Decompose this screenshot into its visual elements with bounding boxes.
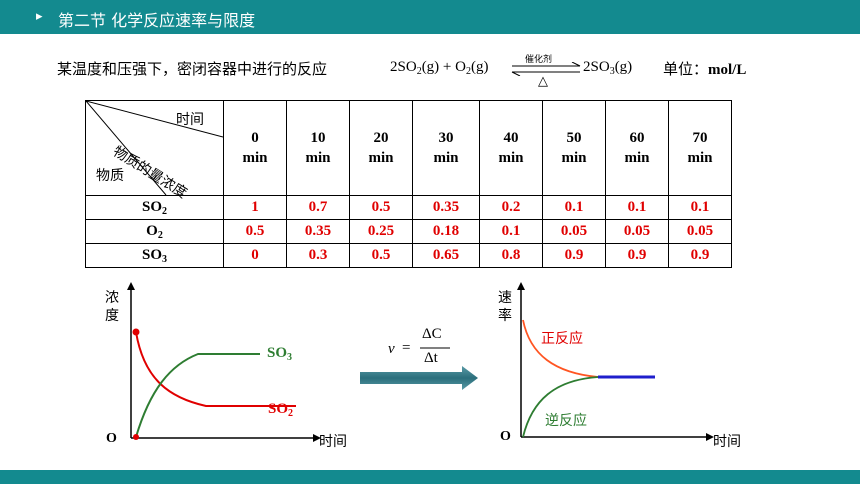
intro-text: 某温度和压强下，密闭容器中进行的反应 <box>57 60 328 78</box>
rate-chart <box>517 282 714 441</box>
formula-eq: = <box>402 340 411 356</box>
formula-numerator: ΔC <box>422 326 442 342</box>
table-cell: 0.9 <box>605 243 669 268</box>
so2-label: SO2 <box>268 401 294 419</box>
corner-substance-label: 物质 <box>96 168 124 184</box>
equation-reactants: 2SO2(g) + O2(g) <box>390 59 489 77</box>
row-substance: SO3 <box>85 243 224 268</box>
table-cell: 0.05 <box>605 219 669 244</box>
concentration-chart <box>127 282 321 442</box>
row-substance: SO2 <box>85 195 224 220</box>
col-header: 30 min <box>412 100 480 196</box>
formula-v: v <box>388 341 395 357</box>
forward-label: 正反应 <box>541 331 583 347</box>
col-header: 10 min <box>286 100 350 196</box>
table-corner-header: 时间 物质的量浓度 物质 <box>85 100 224 202</box>
table-cell: 0.35 <box>412 195 480 220</box>
table-cell: 0.5 <box>349 243 413 268</box>
table-cell: 1 <box>223 195 287 220</box>
table-cell: 0.3 <box>286 243 350 268</box>
col-header: 40 min <box>479 100 543 196</box>
reverse-rate-curve <box>522 376 599 438</box>
so3-label: SO3 <box>267 345 293 363</box>
table-cell: 0.05 <box>668 219 732 244</box>
so3-curve <box>135 353 260 438</box>
formula-denominator: Δt <box>424 350 438 366</box>
left-ylabel-1: 浓 <box>105 290 119 306</box>
slide-title: 第二节 化学反应速率与限度 <box>58 11 256 30</box>
left-origin: O <box>106 431 117 446</box>
table-cell: 0.18 <box>412 219 480 244</box>
corner-time-label: 时间 <box>176 112 204 128</box>
reverse-label: 逆反应 <box>545 413 587 429</box>
table-cell: 0.8 <box>479 243 543 268</box>
header-bar: ▸ 第二节 化学反应速率与限度 <box>0 0 860 34</box>
table-cell: 0.1 <box>605 195 669 220</box>
table-row: SO2 1 0.7 0.5 0.35 0.2 0.1 0.1 0.1 <box>85 195 732 220</box>
unit-label: 单位：mol/L <box>663 60 747 78</box>
right-ylabel-1: 速 <box>498 290 512 306</box>
right-ylabel-2: 率 <box>498 308 512 324</box>
col-header: 60 min <box>605 100 669 196</box>
col-header: 20 min <box>349 100 413 196</box>
table-row: O2 0.5 0.35 0.25 0.18 0.1 0.05 0.05 0.05 <box>85 219 732 244</box>
right-arrow-icon <box>360 366 478 390</box>
right-origin: O <box>500 429 511 444</box>
row-substance: O2 <box>85 219 224 244</box>
heat-condition: △ <box>538 73 548 88</box>
left-xlabel: 时间 <box>319 434 347 450</box>
left-ylabel-2: 度 <box>105 308 119 324</box>
equation-product: 2SO3(g) <box>583 59 633 77</box>
col-header: 50 min <box>542 100 606 196</box>
table-cell: 0.1 <box>668 195 732 220</box>
so2-start-dot <box>132 328 140 336</box>
equilibrium-arrows-icon <box>511 62 581 76</box>
right-xlabel: 时间 <box>713 434 741 450</box>
so2-curve <box>135 331 296 407</box>
table-cell: 0.5 <box>223 219 287 244</box>
col-header: 70 min <box>668 100 732 196</box>
table-cell: 0.35 <box>286 219 350 244</box>
fraction-bar <box>420 347 450 349</box>
table-cell: 0.9 <box>542 243 606 268</box>
table-cell: 0.2 <box>479 195 543 220</box>
col-header: 0 min <box>223 100 287 196</box>
table-cell: 0 <box>223 243 287 268</box>
concentration-table: 时间 物质的量浓度 物质 0 min 10 min 20 min 30 min 40 mi… <box>85 100 732 268</box>
table-row: SO3 0 0.3 0.5 0.65 0.8 0.9 0.9 0.9 <box>85 243 732 268</box>
catalyst-label: 催化剂 <box>525 55 553 65</box>
table-cell: 0.25 <box>349 219 413 244</box>
table-cell: 0.1 <box>542 195 606 220</box>
table-cell: 0.5 <box>349 195 413 220</box>
table-cell: 0.7 <box>286 195 350 220</box>
table-cell: 0.1 <box>479 219 543 244</box>
so3-start-dot <box>133 434 139 440</box>
table-cell: 0.65 <box>412 243 480 268</box>
table-cell: 0.9 <box>668 243 732 268</box>
forward-rate-curve <box>522 319 599 378</box>
footer-bar <box>0 470 860 484</box>
table-cell: 0.05 <box>542 219 606 244</box>
arrow-bullet-icon: ▸ <box>36 9 43 24</box>
